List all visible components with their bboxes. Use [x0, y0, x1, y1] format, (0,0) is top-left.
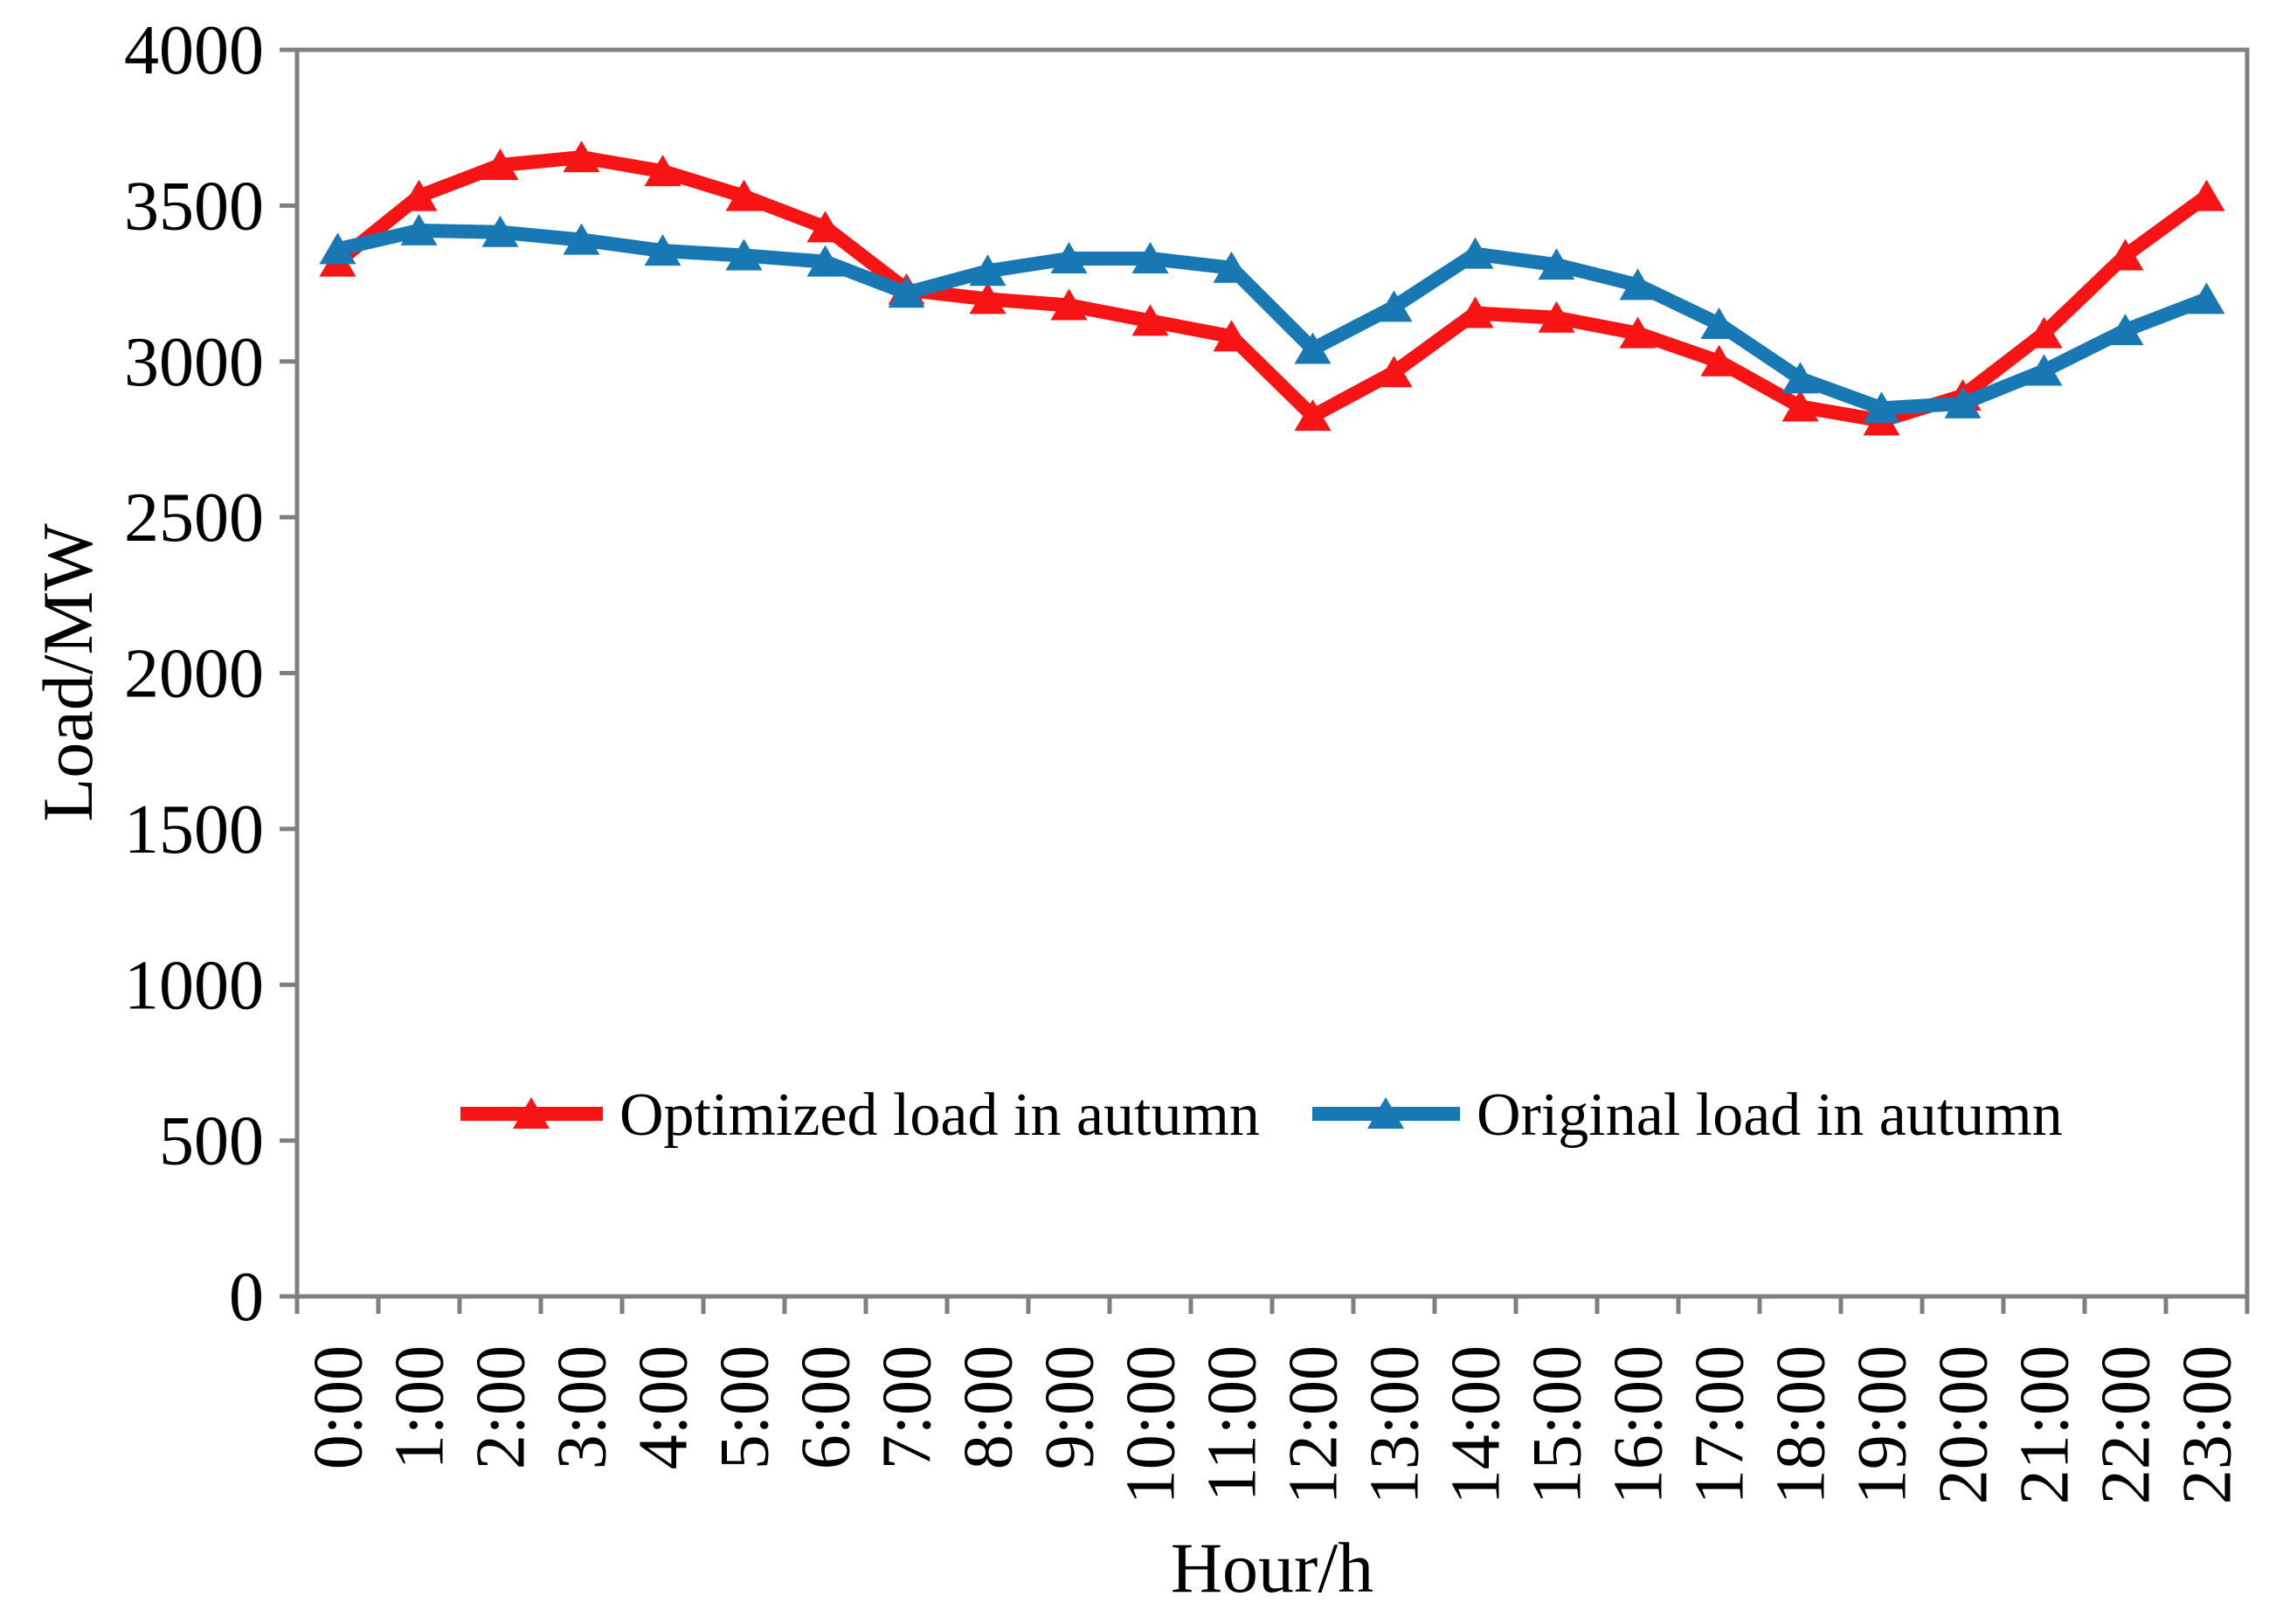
- marker-optimized-16:00: [1619, 316, 1657, 349]
- x-tick-label-15:00: 15:00: [1519, 1345, 1596, 1504]
- marker-original-5:00: [725, 238, 763, 271]
- x-tick-label-3:00: 3:00: [544, 1345, 621, 1469]
- marker-original-21:00: [2025, 354, 2063, 386]
- x-tick-label-0:00: 0:00: [301, 1345, 377, 1469]
- marker-original-15:00: [1538, 248, 1575, 280]
- y-tick-label-3000: 3000: [124, 324, 264, 401]
- x-tick-label-10:00: 10:00: [1113, 1345, 1190, 1504]
- marker-optimized-21:00: [2025, 316, 2063, 349]
- x-tick-label-5:00: 5:00: [707, 1345, 784, 1469]
- marker-original-8:00: [969, 254, 1007, 287]
- x-tick-label-11:00: 11:00: [1194, 1345, 1271, 1502]
- legend-label-optimized: Optimized load in autumn: [619, 1082, 1260, 1149]
- marker-original-9:00: [1050, 242, 1088, 274]
- x-tick-label-2:00: 2:00: [463, 1345, 540, 1469]
- marker-original-7:00: [888, 276, 925, 308]
- y-axis: 0 500 1000 1500 2000 2500 3000 3500 4000: [124, 12, 297, 1336]
- marker-optimized-18:00: [1781, 390, 1819, 422]
- x-tick-label-19:00: 19:00: [1844, 1345, 1921, 1504]
- y-tick-label-1000: 1000: [124, 947, 264, 1024]
- legend-label-original: Original load in autumn: [1477, 1082, 2063, 1149]
- y-tick-label-2500: 2500: [124, 480, 264, 556]
- legend-entry-original: Original load in autumn: [1312, 1082, 2063, 1149]
- x-tick-label-22:00: 22:00: [2088, 1345, 2165, 1504]
- x-tick-label-16:00: 16:00: [1601, 1345, 1678, 1504]
- marker-optimized-6:00: [806, 211, 844, 243]
- marker-optimized-10:00: [1131, 304, 1169, 336]
- marker-original-14:00: [1456, 237, 1494, 269]
- y-tick-label-3500: 3500: [124, 168, 264, 245]
- x-tick-label-8:00: 8:00: [951, 1345, 1027, 1469]
- y-tick-label-4000: 4000: [124, 12, 264, 89]
- series-line-optimized: [330, 150, 2214, 428]
- y-tick-label-2000: 2000: [124, 636, 264, 713]
- marker-original-13:00: [1375, 290, 1413, 322]
- y-tick-label-500: 500: [159, 1103, 264, 1180]
- x-tick-label-20:00: 20:00: [1926, 1345, 2003, 1504]
- marker-original-6:00: [806, 245, 844, 277]
- series-layer: [319, 141, 2225, 436]
- marker-optimized-11:00: [1213, 320, 1250, 352]
- marker-optimized-5:00: [725, 179, 763, 211]
- x-axis: 0:00 1:00 2:00 3:00 4:00 5:00 6:00 7:00 8:00 9:00…: [294, 1296, 2250, 1504]
- x-tick-label-4:00: 4:00: [626, 1345, 702, 1469]
- x-tick-label-21:00: 21:00: [2007, 1345, 2084, 1504]
- marker-original-18:00: [1781, 362, 1819, 394]
- legend-entry-optimized: Optimized load in autumn: [460, 1082, 1260, 1149]
- series-optimized: [319, 141, 2225, 436]
- marker-original-10:00: [1131, 242, 1169, 274]
- x-tick-label-14:00: 14:00: [1438, 1345, 1515, 1504]
- x-tick-label-9:00: 9:00: [1032, 1345, 1109, 1469]
- marker-original-3:00: [563, 223, 600, 255]
- x-tick-label-13:00: 13:00: [1357, 1345, 1434, 1504]
- marker-optimized-23:00: [2188, 179, 2225, 211]
- marker-original-23:00: [2188, 282, 2225, 314]
- marker-optimized-15:00: [1538, 301, 1575, 333]
- marker-original-17:00: [1700, 307, 1738, 339]
- marker-original-1:00: [400, 213, 438, 245]
- marker-optimized-9:00: [1050, 288, 1088, 321]
- marker-original-16:00: [1619, 268, 1657, 301]
- marker-optimized-1:00: [400, 179, 438, 211]
- marker-original-11:00: [1213, 251, 1250, 283]
- y-axis-title: Load/MW: [28, 523, 107, 822]
- marker-original-4:00: [644, 234, 681, 266]
- legend-triangle-marker-original: [1367, 1097, 1404, 1129]
- x-tick-label-12:00: 12:00: [1276, 1345, 1352, 1504]
- y-tick-label-1500: 1500: [124, 791, 264, 868]
- series-line-original: [330, 223, 2214, 416]
- marker-optimized-2:00: [481, 148, 519, 180]
- x-tick-label-18:00: 18:00: [1763, 1345, 1840, 1504]
- marker-optimized-4:00: [644, 155, 681, 187]
- marker-optimized-8:00: [969, 282, 1007, 314]
- y-tick-label-0: 0: [229, 1259, 264, 1336]
- marker-original-12:00: [1294, 332, 1332, 364]
- marker-original-2:00: [481, 215, 519, 247]
- marker-optimized-17:00: [1700, 344, 1738, 377]
- marker-original-22:00: [2106, 314, 2144, 346]
- marker-optimized-22:00: [2106, 238, 2144, 271]
- marker-optimized-13:00: [1375, 356, 1413, 388]
- x-axis-title: Hour/h: [1171, 1528, 1373, 1607]
- x-tick-label-23:00: 23:00: [2169, 1345, 2246, 1504]
- x-tick-label-6:00: 6:00: [788, 1345, 865, 1469]
- marker-original-20:00: [1944, 386, 1982, 418]
- x-tick-label-7:00: 7:00: [869, 1345, 946, 1469]
- marker-optimized-12:00: [1294, 399, 1332, 432]
- marker-optimized-3:00: [563, 141, 600, 173]
- marker-original-0:00: [319, 232, 356, 265]
- marker-optimized-14:00: [1456, 296, 1494, 328]
- x-tick-label-1:00: 1:00: [382, 1345, 459, 1469]
- legend-triangle-marker-optimized: [513, 1097, 550, 1129]
- x-tick-label-17:00: 17:00: [1682, 1345, 1759, 1504]
- marker-original-19:00: [1863, 391, 1900, 424]
- legend: Optimized load in autumn Original load i…: [460, 1082, 2063, 1149]
- series-original: [319, 213, 2225, 424]
